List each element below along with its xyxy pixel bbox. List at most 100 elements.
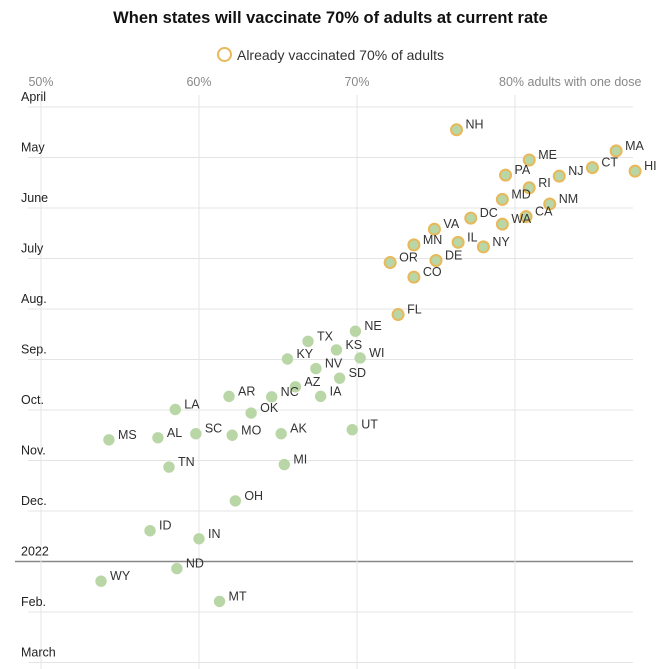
point-sc: [190, 428, 202, 440]
y-tick-label: 2022: [21, 545, 49, 559]
point-ar: [223, 390, 235, 403]
point-nd: [171, 562, 183, 575]
point-pa: [499, 168, 513, 182]
label-id: ID: [159, 519, 172, 533]
y-tick-label: Sep.: [21, 343, 47, 357]
label-ct: CT: [601, 156, 618, 170]
label-or: OR: [399, 251, 418, 265]
point-ny: [476, 240, 490, 254]
point-oh: [229, 495, 242, 507]
point-co: [407, 270, 421, 284]
label-in: IN: [208, 527, 221, 541]
y-tick-label: Oct.: [21, 393, 44, 407]
label-la: LA: [184, 397, 200, 411]
label-nc: NC: [281, 385, 299, 399]
legend-marker-icon: [216, 47, 232, 62]
label-ak: AK: [290, 422, 307, 436]
point-mn: [407, 238, 421, 252]
label-pa: PA: [515, 163, 531, 177]
point-mt: [213, 595, 226, 608]
point-dc: [464, 211, 478, 225]
label-nv: NV: [325, 357, 343, 371]
label-sd: SD: [349, 366, 366, 380]
label-mn: MN: [423, 233, 442, 247]
x-tick-label: 70%: [344, 75, 369, 89]
point-mo: [226, 429, 238, 441]
point-ms: [103, 434, 115, 446]
label-wy: WY: [110, 569, 131, 583]
y-tick-label: Aug.: [21, 292, 47, 306]
label-ny: NY: [492, 235, 510, 249]
point-or: [383, 256, 397, 270]
point-ky: [281, 353, 294, 365]
label-de: DE: [445, 249, 462, 263]
x-tick-label: 50%: [28, 75, 53, 89]
point-tx: [302, 335, 314, 348]
label-nd: ND: [186, 557, 204, 571]
point-az: [289, 381, 302, 393]
label-ia: IA: [330, 384, 342, 398]
label-nj: NJ: [568, 164, 583, 178]
label-ok: OK: [260, 401, 279, 415]
point-ks: [330, 344, 343, 356]
label-ms: MS: [118, 428, 137, 442]
y-tick-label: Feb.: [21, 595, 46, 609]
axes: April May June July Aug. Sep. Oct. Nov. Dec. 2022…: [21, 75, 642, 660]
x-tick-label: 60%: [186, 75, 211, 89]
point-nh: [450, 123, 464, 137]
point-va: [427, 222, 441, 236]
point-ri: [522, 181, 536, 195]
point-mi: [278, 458, 291, 471]
y-tick-label: May: [21, 141, 45, 155]
point-wy: [95, 575, 107, 587]
point-fl: [391, 308, 405, 322]
point-nm: [543, 197, 557, 211]
data-points: [95, 123, 642, 608]
label-ri: RI: [538, 176, 551, 190]
label-oh: OH: [244, 489, 263, 503]
point-la: [169, 403, 182, 416]
point-wi: [354, 352, 366, 364]
x-tick-label: 80% adults with one dose: [499, 75, 642, 89]
point-nc: [265, 391, 278, 403]
label-me: ME: [538, 148, 557, 162]
label-tx: TX: [317, 329, 334, 343]
legend: Already vaccinated 70% of adults: [0, 47, 661, 63]
label-ne: NE: [364, 319, 381, 333]
y-tick-label: April: [21, 90, 46, 104]
label-mt: MT: [229, 589, 247, 603]
point-ut: [346, 423, 358, 436]
label-mi: MI: [293, 453, 307, 467]
label-ut: UT: [361, 418, 378, 432]
point-ak: [275, 428, 287, 440]
point-wa: [495, 217, 509, 231]
label-co: CO: [423, 265, 442, 279]
label-sc: SC: [205, 422, 222, 436]
y-tick-label: March: [21, 646, 56, 660]
label-ar: AR: [238, 384, 255, 398]
point-ca: [519, 210, 533, 224]
label-nh: NH: [466, 118, 484, 132]
label-nm: NM: [559, 192, 578, 206]
grid: [15, 95, 633, 669]
label-al: AL: [167, 426, 182, 440]
label-tn: TN: [178, 455, 195, 469]
point-il: [451, 235, 465, 249]
point-nj: [552, 169, 566, 183]
point-de: [429, 254, 443, 268]
point-ne: [349, 325, 362, 337]
point-sd: [333, 372, 346, 384]
chart-title: When states will vaccinate 70% of adults…: [113, 9, 548, 27]
label-ma: MA: [625, 139, 644, 153]
y-tick-label: June: [21, 191, 48, 205]
label-az: AZ: [304, 375, 320, 389]
point-ct: [585, 161, 599, 175]
point-md: [495, 192, 509, 206]
point-id: [144, 524, 156, 537]
label-wa: WA: [511, 212, 531, 226]
point-in: [193, 533, 205, 545]
legend-label: Already vaccinated 70% of adults: [236, 47, 444, 63]
label-dc: DC: [480, 206, 498, 220]
